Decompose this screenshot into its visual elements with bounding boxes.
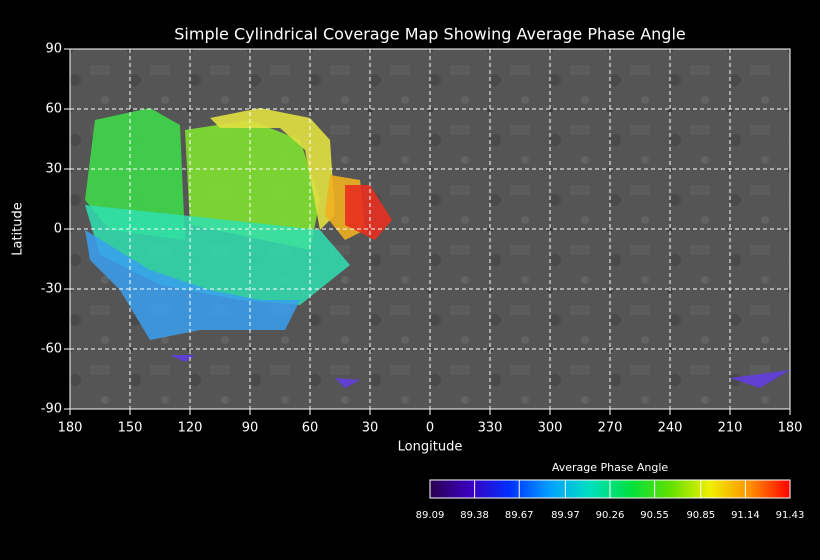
colorbar-tick-label: 89.67 (505, 510, 534, 521)
y-tick-label: 30 (45, 162, 62, 177)
x-tick-label: 90 (242, 421, 259, 436)
x-tick-label: 60 (302, 421, 319, 436)
y-tick-label: 90 (45, 42, 62, 57)
x-tick-label: 180 (58, 421, 83, 436)
y-tick-label: 0 (54, 222, 62, 237)
x-tick-label: 270 (598, 421, 623, 436)
y-tick-label: 60 (45, 102, 62, 117)
colorbar-tick-label: 91.14 (731, 510, 760, 521)
x-tick-label: 120 (178, 421, 203, 436)
x-tick-label: 180 (778, 421, 803, 436)
x-tick-label: 300 (538, 421, 563, 436)
y-tick-label: -30 (41, 282, 62, 297)
x-tick-label: 0 (426, 421, 434, 436)
y-tick-label: -60 (41, 342, 62, 357)
y-axis-label: Latitude (11, 202, 26, 256)
colorbar-title: Average Phase Angle (552, 461, 669, 474)
colorbar-tick-label: 90.55 (640, 510, 669, 521)
y-tick-label: -90 (41, 402, 62, 417)
x-tick-label: 240 (658, 421, 683, 436)
colorbar-tick-label: 90.26 (596, 510, 625, 521)
chart-title: Simple Cylindrical Coverage Map Showing … (174, 25, 685, 44)
colorbar-tick-label: 91.43 (776, 510, 805, 521)
x-tick-label: 30 (362, 421, 379, 436)
x-tick-label: 210 (718, 421, 743, 436)
x-tick-label: 150 (118, 421, 143, 436)
x-tick-label: 330 (478, 421, 503, 436)
colorbar-tick-label: 90.85 (686, 510, 715, 521)
x-axis-label: Longitude (398, 440, 463, 455)
colorbar-tick-label: 89.97 (551, 510, 580, 521)
colorbar-tick-label: 89.38 (460, 510, 489, 521)
colorbar-tick-label: 89.09 (416, 510, 445, 521)
